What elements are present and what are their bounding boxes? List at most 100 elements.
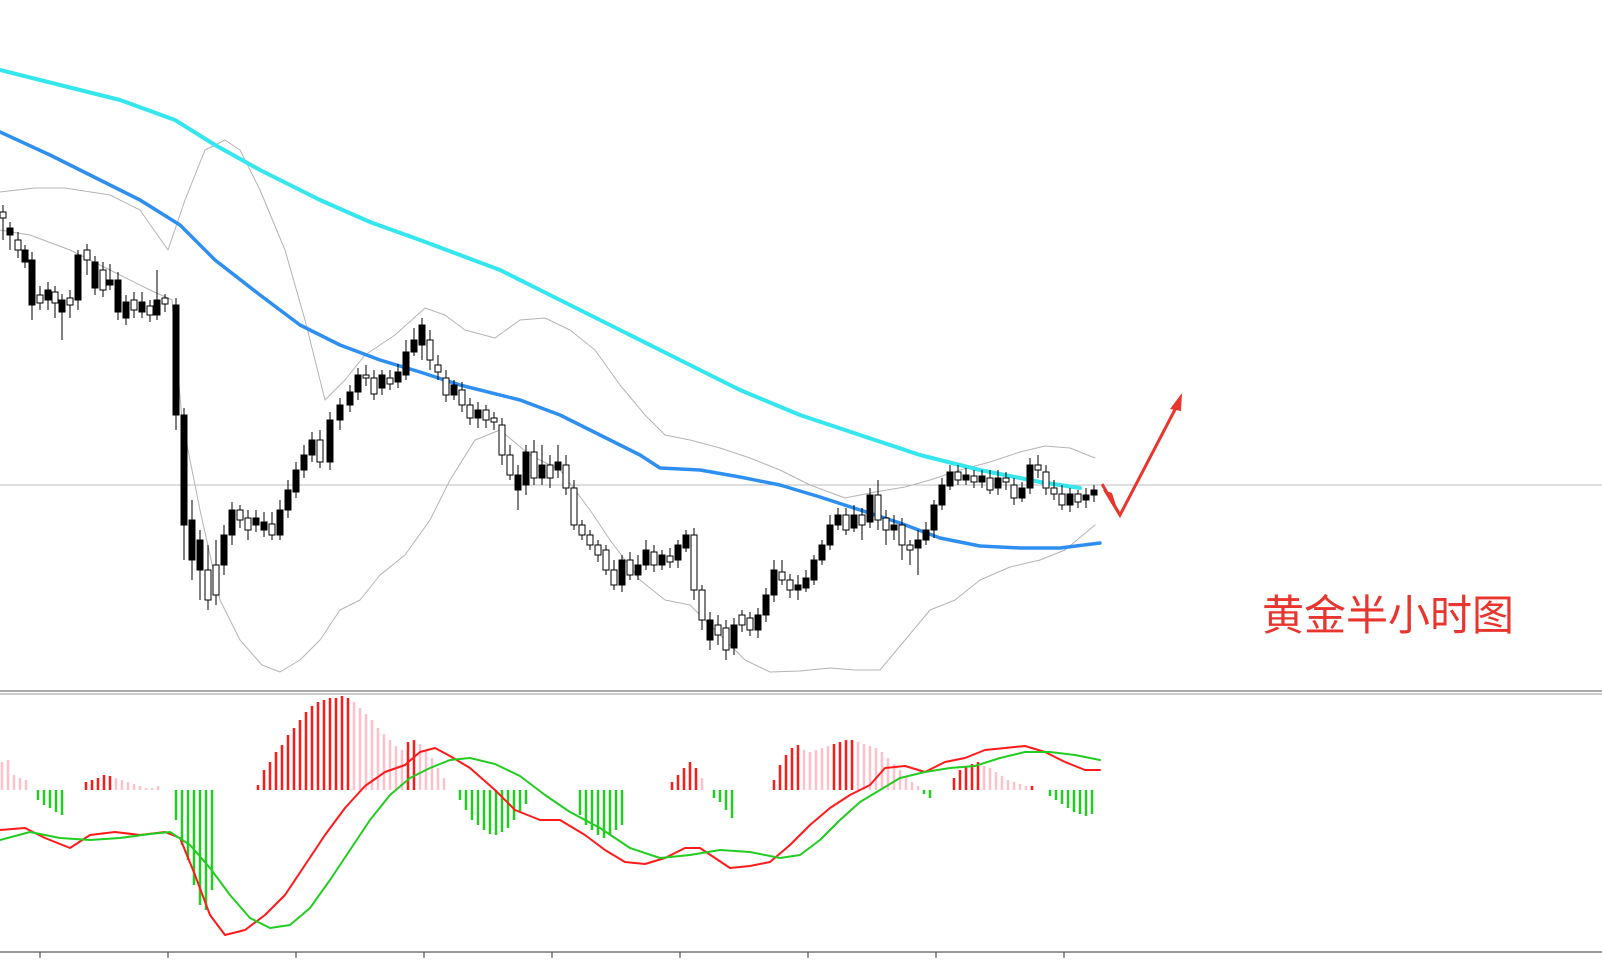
- candle-body: [244, 517, 252, 531]
- candle-body: [378, 374, 386, 389]
- candle-body: [402, 351, 410, 376]
- candle: [898, 518, 906, 560]
- candle: [546, 455, 554, 488]
- candle: [850, 505, 858, 532]
- candle: [578, 520, 586, 540]
- candle: [1034, 455, 1042, 478]
- candle: [474, 402, 482, 428]
- candle-body: [44, 289, 52, 301]
- candle: [746, 612, 754, 636]
- candle-body: [180, 414, 188, 526]
- candle: [530, 440, 538, 485]
- candle: [6, 222, 14, 250]
- candle: [1090, 485, 1098, 502]
- candle: [522, 445, 530, 495]
- candle: [698, 585, 706, 630]
- candle: [1058, 485, 1066, 510]
- candle: [954, 465, 962, 485]
- candle-body: [36, 294, 44, 304]
- candle: [161, 294, 169, 312]
- candle-body: [802, 577, 810, 589]
- candle: [498, 418, 506, 465]
- candle-body: [204, 569, 212, 601]
- candle: [370, 370, 378, 400]
- candle: [930, 500, 938, 538]
- candle: [834, 508, 842, 530]
- candle-body: [1002, 477, 1010, 483]
- candle: [308, 432, 316, 462]
- candle-body: [99, 269, 107, 291]
- candle-body: [778, 571, 786, 581]
- candle: [1050, 480, 1058, 500]
- candle-body: [642, 549, 650, 566]
- bollinger-bands: [0, 139, 1096, 673]
- candle: [21, 245, 29, 268]
- candle-body: [962, 474, 970, 481]
- candle: [570, 480, 578, 530]
- candle-body: [842, 514, 850, 531]
- candle-body: [506, 454, 514, 476]
- candle-body: [292, 469, 300, 493]
- candle: [83, 244, 91, 275]
- candle-body: [906, 544, 914, 551]
- candle-body: [83, 249, 91, 261]
- candle: [842, 508, 850, 535]
- candle: [14, 232, 22, 258]
- candle: [466, 398, 474, 425]
- candle: [802, 570, 810, 592]
- candle-body: [770, 569, 778, 596]
- moving-averages: [0, 68, 1102, 550]
- candle: [212, 540, 220, 605]
- candle-body: [1090, 489, 1098, 496]
- candle: [762, 588, 770, 622]
- candle-body: [794, 584, 802, 591]
- candle-body: [122, 301, 130, 319]
- candle: [514, 465, 522, 510]
- candle: [818, 540, 826, 565]
- candle: [738, 610, 746, 632]
- bollinger-lower: [0, 229, 1096, 673]
- candle: [74, 250, 82, 310]
- candle-body: [698, 589, 706, 621]
- candle: [962, 468, 970, 485]
- candle: [610, 560, 618, 590]
- candle-body: [1050, 487, 1058, 495]
- candle: [300, 445, 308, 478]
- candle: [538, 445, 546, 485]
- candle: [922, 522, 930, 545]
- macd-histogram: [0, 696, 1094, 910]
- candle-body: [722, 627, 730, 651]
- candle: [91, 256, 99, 295]
- candle-body: [594, 544, 602, 556]
- candle-body: [706, 619, 714, 641]
- candle-body: [538, 464, 546, 479]
- candle-body: [326, 419, 334, 463]
- candle: [714, 615, 722, 645]
- candle: [1010, 478, 1018, 505]
- candle-body: [970, 475, 978, 483]
- candle: [706, 612, 714, 650]
- candle-body: [714, 624, 722, 636]
- candle: [386, 370, 394, 390]
- candle: [316, 430, 324, 468]
- candle: [682, 530, 690, 552]
- candle-body: [834, 514, 842, 526]
- candle: [658, 550, 666, 570]
- candle: [138, 292, 146, 318]
- time-axis: [0, 951, 1602, 958]
- candle-body: [1018, 487, 1026, 499]
- candle: [970, 470, 978, 488]
- candle: [106, 264, 114, 290]
- candle-body: [1026, 464, 1034, 489]
- candle-body: [610, 569, 618, 586]
- candle-body: [554, 461, 562, 471]
- candle-body: [530, 451, 538, 479]
- candle-body: [212, 564, 220, 596]
- candle: [153, 270, 161, 320]
- candle-body: [91, 261, 99, 289]
- candle: [402, 340, 410, 380]
- candle: [146, 300, 154, 322]
- candle-body: [6, 227, 14, 236]
- candle: [336, 398, 344, 430]
- candle-body: [522, 451, 530, 486]
